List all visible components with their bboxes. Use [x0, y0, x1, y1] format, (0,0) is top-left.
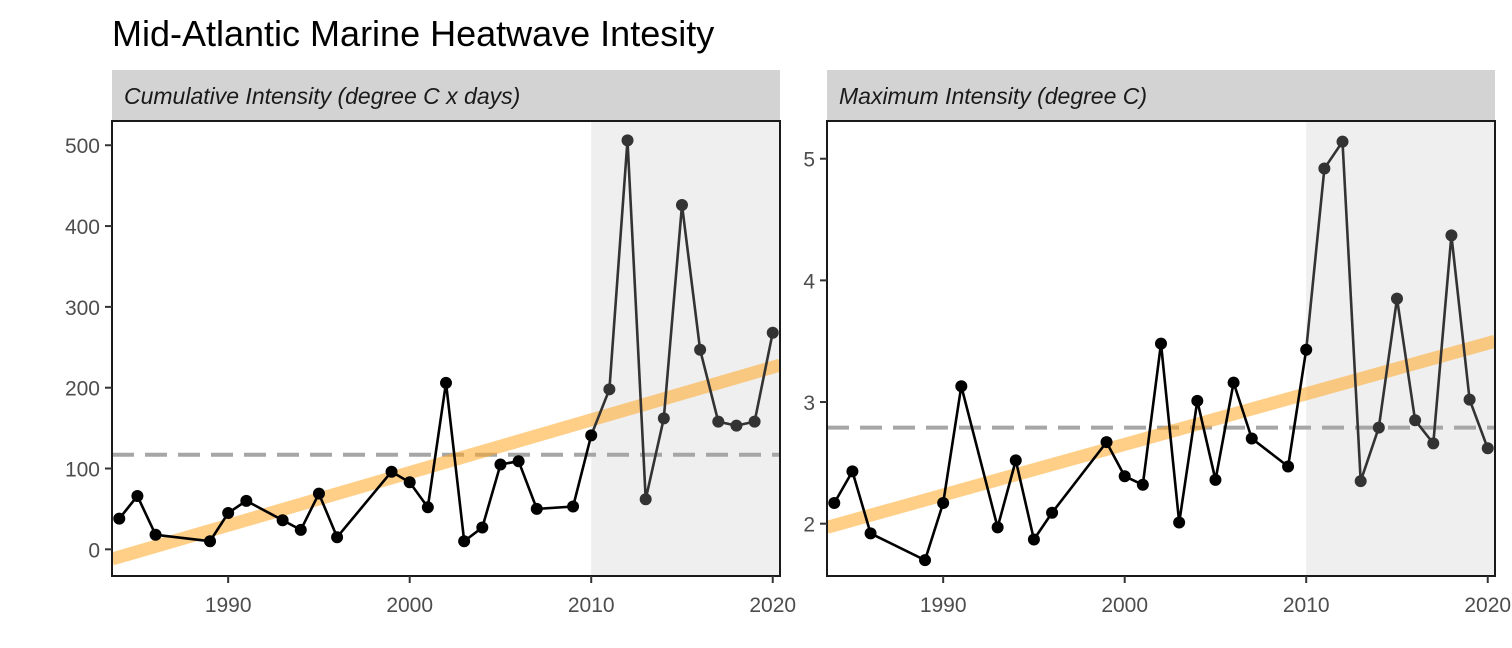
data-point [675, 199, 688, 212]
y-tick-label: 5 [803, 149, 815, 172]
data-point [240, 494, 253, 507]
data-point [1409, 414, 1422, 427]
data-point [585, 429, 598, 442]
data-point [621, 134, 634, 147]
data-point [222, 506, 235, 519]
strip-cumulative [112, 70, 780, 120]
data-point [846, 465, 859, 478]
data-point [1390, 292, 1403, 305]
data-point [530, 502, 543, 515]
data-point [694, 343, 707, 356]
y-tick-label: 400 [65, 216, 100, 239]
data-point [1354, 475, 1367, 488]
trend-line [112, 358, 780, 566]
data-point [276, 514, 289, 527]
y-tick-label: 4 [803, 270, 815, 293]
data-point [1046, 506, 1059, 519]
panel-border [111, 120, 781, 577]
data-point [1136, 478, 1149, 491]
data-point [331, 531, 344, 544]
data-point [748, 415, 761, 428]
data-point [385, 465, 398, 478]
data-point [204, 535, 217, 548]
x-tick-label: 2010 [1283, 594, 1330, 617]
y-tick-label: 100 [65, 459, 100, 482]
y-tick-label: 3 [803, 392, 815, 415]
data-point [440, 376, 452, 389]
data-point [1155, 337, 1167, 350]
strip-maximum [827, 70, 1495, 120]
x-tick-label: 2000 [1101, 594, 1148, 617]
data-point [603, 383, 616, 396]
data-point [1118, 470, 1131, 483]
data-point [131, 489, 144, 502]
data-point [1209, 473, 1222, 486]
data-point [1100, 436, 1113, 449]
data-point [1445, 229, 1458, 242]
data-point [864, 527, 877, 540]
data-point [1372, 421, 1385, 434]
data-point [955, 380, 968, 393]
data-point [828, 497, 841, 510]
data-point [149, 528, 162, 541]
data-point [730, 419, 743, 432]
data-point [937, 497, 950, 510]
data-point [991, 521, 1004, 534]
data-point [476, 521, 489, 534]
data-point [1227, 376, 1240, 389]
plot-area-maximum: 2 3 4 5 1990 2000 2010 2020 [803, 120, 1511, 617]
data-point [567, 500, 580, 513]
data-point [1282, 460, 1295, 473]
data-point [1427, 437, 1440, 450]
y-tick-label: 0 [88, 539, 100, 562]
data-point [1481, 442, 1494, 455]
x-tick-label: 2020 [1464, 594, 1511, 617]
data-point [712, 415, 725, 428]
x-tick-label: 1990 [920, 594, 967, 617]
data-point [294, 523, 307, 536]
data-point [494, 458, 507, 471]
panel-maximum: Maximum Intensity (degree C) 2 3 4 5 1990 200… [803, 70, 1511, 617]
y-tick-label: 300 [65, 297, 100, 320]
data-point [312, 487, 325, 500]
data-point [766, 326, 779, 339]
data-point [1009, 454, 1022, 467]
data-point [1318, 162, 1331, 175]
data-point [421, 501, 434, 514]
data-point [1191, 394, 1204, 407]
y-tick-label: 200 [65, 378, 100, 401]
x-tick-label: 2010 [568, 594, 615, 617]
plot-area-cumulative: 0 100 200 300 400 500 1990 2000 2010 2020 [65, 120, 796, 617]
strip-label-cumulative: Cumulative Intensity (degree C x days) [124, 83, 520, 109]
data-point [1300, 343, 1313, 356]
data-point [657, 412, 670, 425]
data-point [1027, 533, 1040, 546]
data-point [1336, 135, 1349, 148]
data-point [512, 455, 525, 468]
data-point [458, 535, 471, 548]
data-point [1173, 516, 1186, 529]
y-tick-label: 2 [803, 514, 815, 537]
chart-title: Mid-Atlantic Marine Heatwave Intesity [112, 13, 714, 54]
x-tick-label: 2020 [749, 594, 796, 617]
data-point [639, 493, 652, 506]
panel-cumulative: Cumulative Intensity (degree C x days) 0… [65, 70, 796, 617]
data-point [403, 476, 416, 489]
data-point [919, 554, 932, 567]
recent-period-shade [591, 121, 780, 576]
data-point [1245, 432, 1258, 445]
trend-line [827, 334, 1495, 534]
x-tick-label: 2000 [386, 594, 433, 617]
data-point [113, 512, 126, 525]
x-tick-label: 1990 [205, 594, 252, 617]
strip-label-maximum: Maximum Intensity (degree C) [839, 83, 1147, 109]
data-point [1463, 393, 1476, 406]
panel-border [826, 120, 1496, 577]
y-tick-label: 500 [65, 135, 100, 158]
